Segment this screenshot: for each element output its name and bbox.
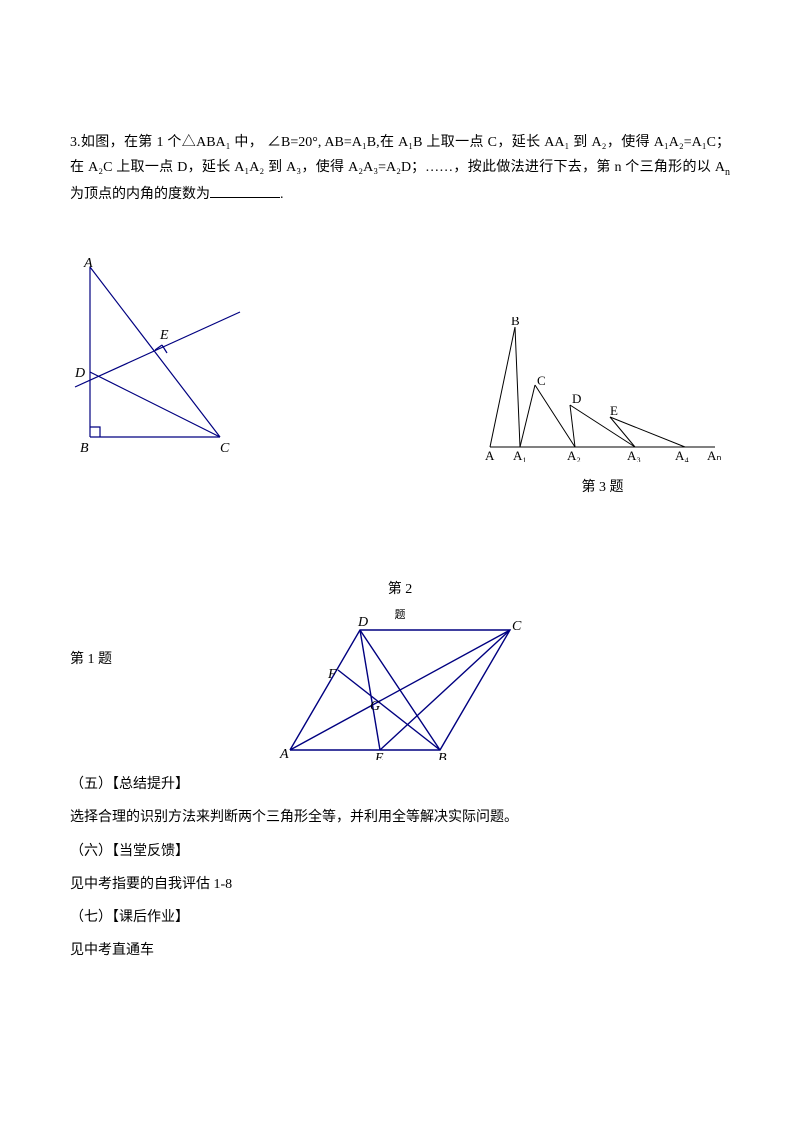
fig1-label-e: E	[159, 328, 169, 343]
answer-blank	[210, 183, 280, 198]
section-7-body: 见中考直通车	[70, 938, 730, 963]
figure-2: 第 2 题 A B C	[270, 577, 530, 769]
figures-row-2: 第 1 题 第 2 题	[70, 577, 730, 767]
figure-1-caption: 第 1 题	[70, 647, 112, 672]
section-7-head: （七）【课后作业】	[70, 905, 730, 930]
section-6-head: （六）【当堂反馈】	[70, 839, 730, 864]
fig2-label-c: C	[512, 619, 522, 634]
fig3-label-an: Aₙ	[707, 448, 722, 462]
fig3-label-b: B	[511, 317, 520, 328]
fig2-label-e: E	[374, 751, 384, 760]
subscript-n: n	[725, 167, 730, 178]
section-5-head: （五）【总结提升】	[70, 772, 730, 797]
sections: （五）【总结提升】 选择合理的识别方法来判断两个三角形全等，并利用全等解决实际问…	[70, 772, 730, 963]
fig1-label-d: D	[74, 366, 85, 381]
fig3-label-c: C	[537, 373, 546, 388]
problem-3-body: 3.如图，在第 1 个△ABA₁ 中， ∠B=20°, AB=A₁B,在 A₁B…	[70, 135, 730, 175]
fig3-label-e: E	[610, 403, 618, 418]
fig3-label-a: A	[485, 448, 495, 462]
problem-3-tail: 为顶点的内角的度数为	[70, 187, 210, 202]
fig2-label-d: D	[357, 615, 368, 630]
fig2-label-g: G	[370, 699, 380, 714]
fig1-label-a: A	[83, 257, 93, 271]
figure-3: B C D E A A₁ A₂ A₃ A₄ Aₙ 第 3 题	[475, 317, 730, 500]
section-5-body: 选择合理的识别方法来判断两个三角形全等，并利用全等解决实际问题。	[70, 805, 730, 830]
fig1-label-b: B	[80, 441, 89, 456]
figure-3-caption: 第 3 题	[475, 475, 730, 500]
problem-3-period: .	[280, 187, 284, 202]
fig3-label-a1: A₁	[513, 448, 527, 462]
figure-1: A B C D E	[70, 257, 250, 466]
fig2-label-a: A	[279, 747, 289, 760]
section-6-body: 见中考指要的自我评估 1-8	[70, 872, 730, 897]
fig3-label-a2: A₂	[567, 448, 581, 462]
fig3-label-a3: A₃	[627, 448, 641, 462]
problem-3-text: 3.如图，在第 1 个△ABA₁ 中， ∠B=20°, AB=A₁B,在 A₁B…	[70, 130, 730, 207]
fig1-label-c: C	[220, 441, 230, 456]
figures-row-1: A B C D E	[70, 257, 730, 517]
fig2-label-b: B	[438, 751, 447, 760]
fig3-label-a4: A₄	[675, 448, 689, 462]
fig3-label-d: D	[572, 391, 581, 406]
fig2-label-f: F	[327, 667, 337, 682]
